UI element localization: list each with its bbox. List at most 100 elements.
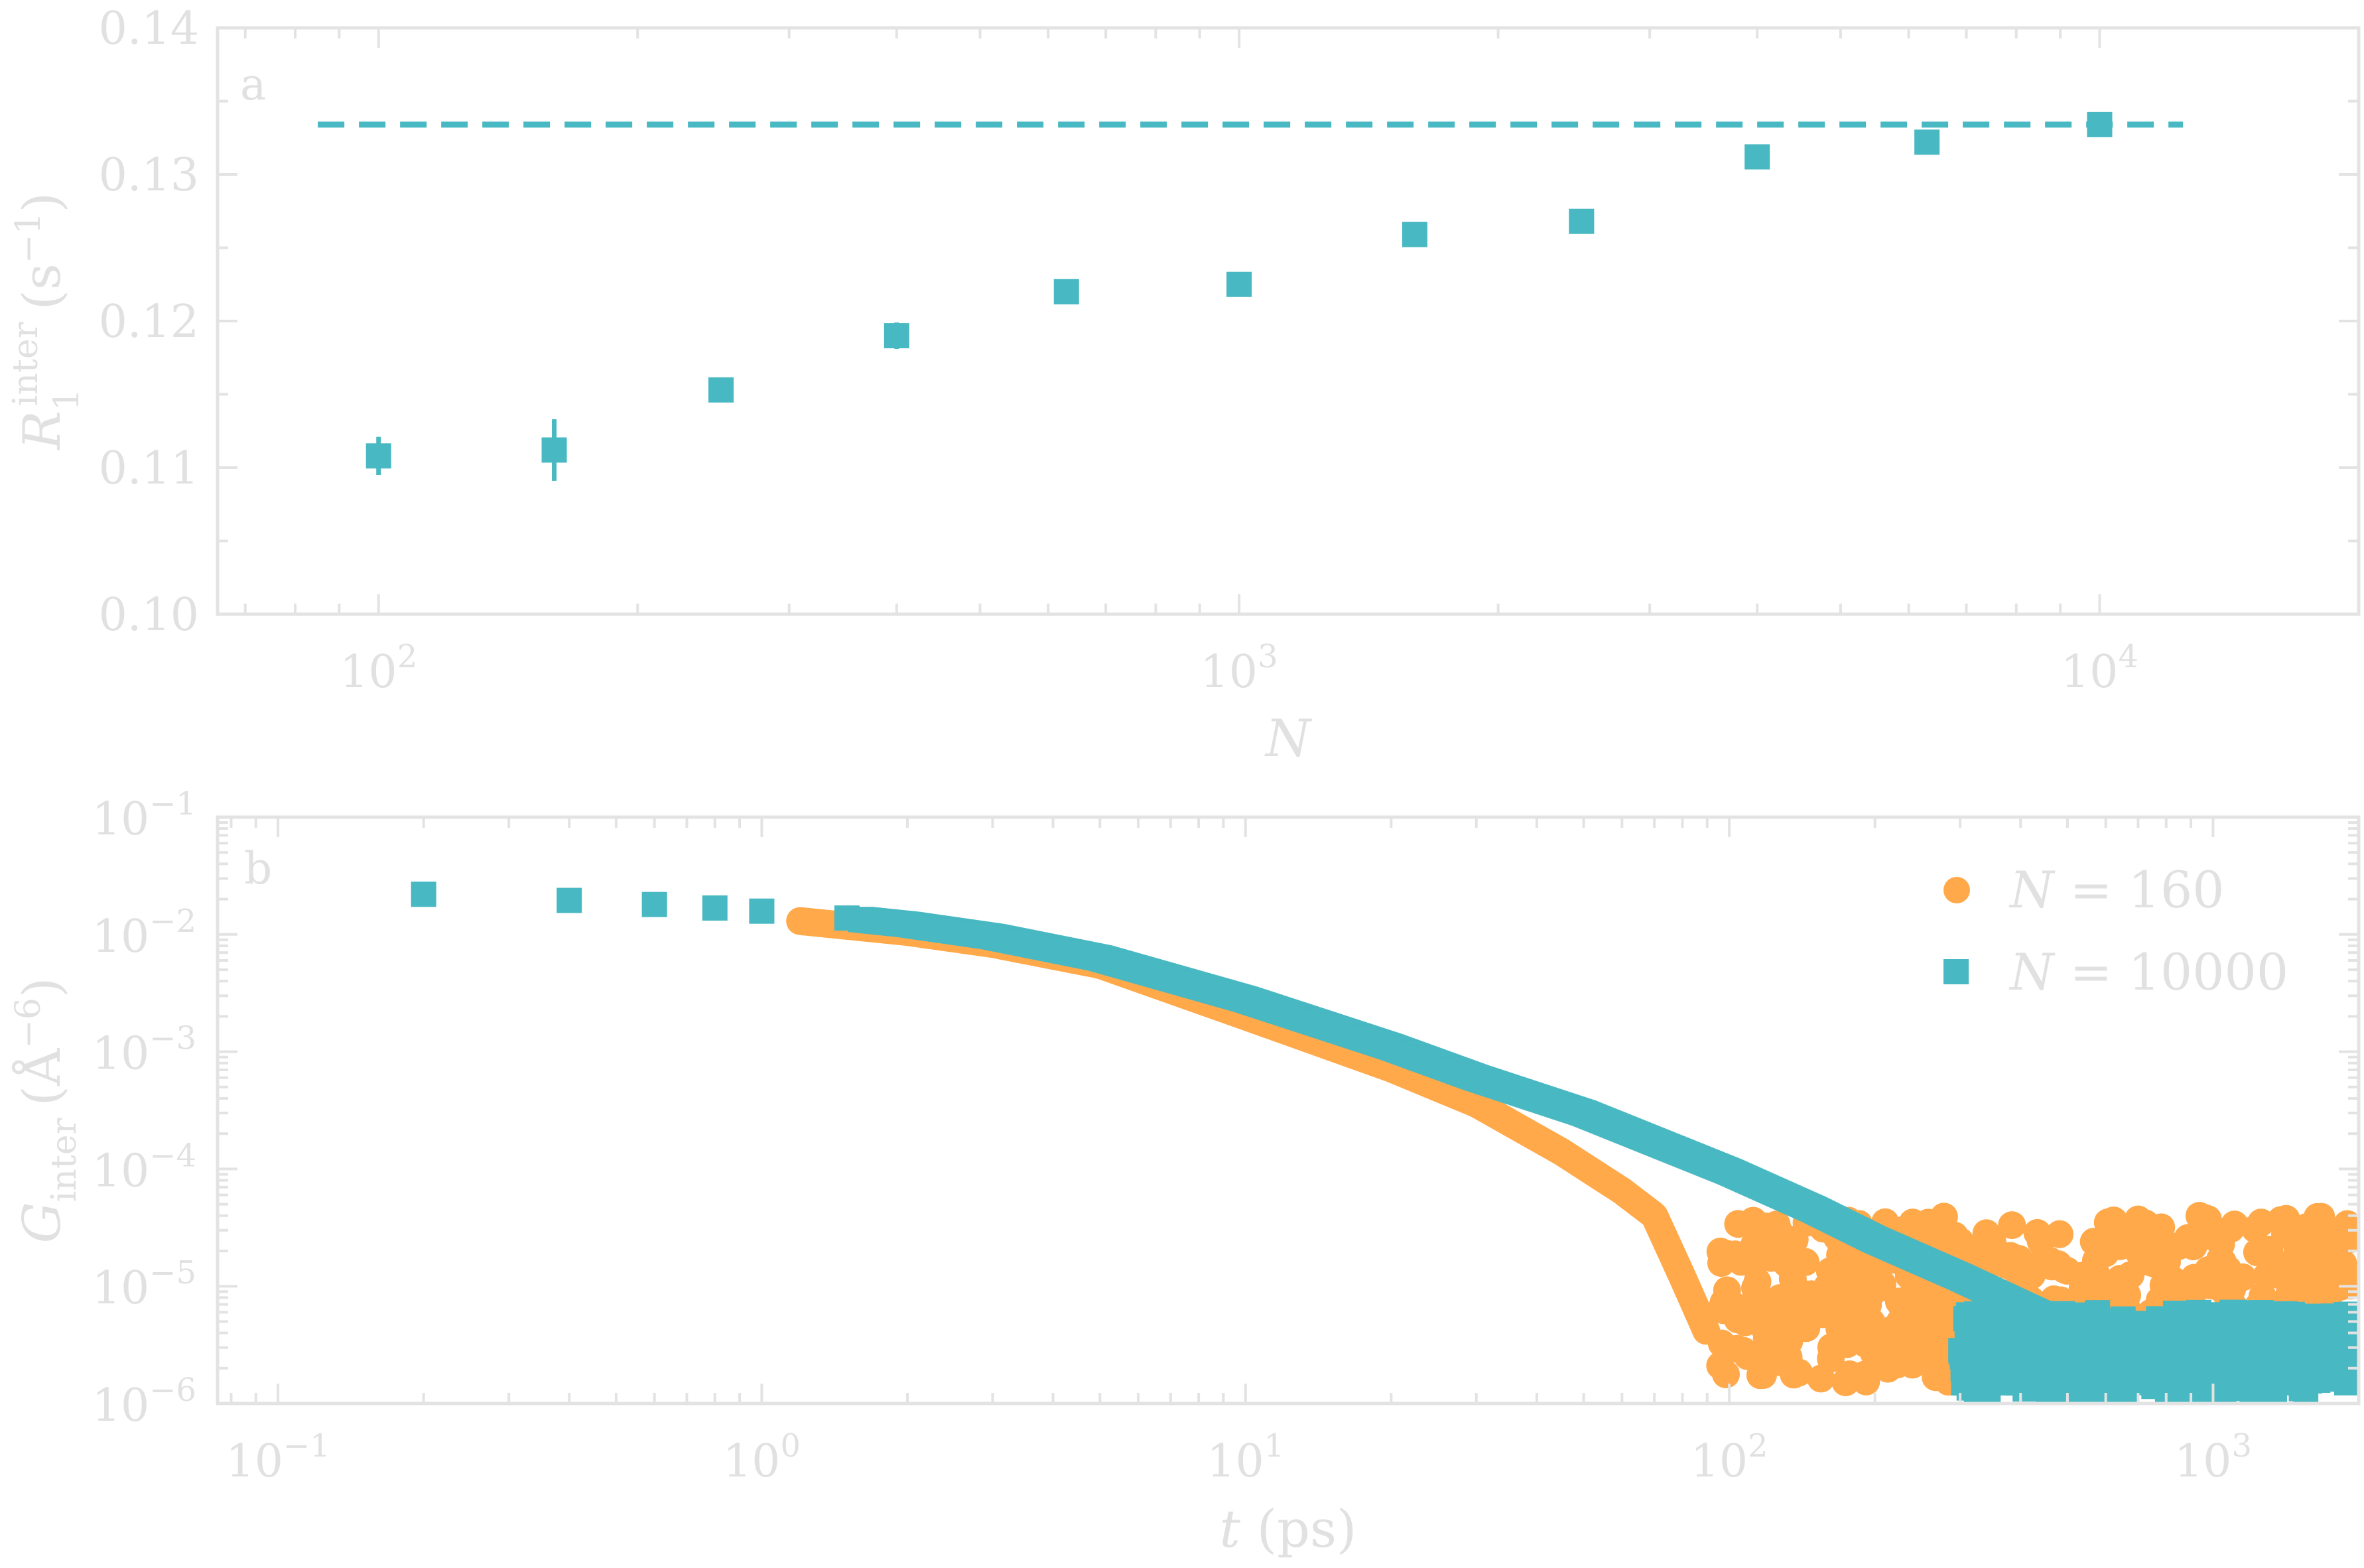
panel-b-y-tick-label: 10−3	[92, 1020, 196, 1080]
panel-a-letter: a	[240, 59, 266, 110]
panel-b-legend: N = 160 N = 10000	[1943, 860, 2288, 1002]
panel-b-point	[1784, 1302, 1812, 1331]
panel-a-point	[1402, 222, 1427, 247]
panel-b-point	[2294, 1352, 2320, 1378]
panel-b-point	[557, 887, 582, 913]
panel-b-frame	[216, 815, 2361, 1405]
panel-b-x-tick-label: 101	[1207, 1427, 1284, 1488]
panel-b-point	[2217, 1314, 2243, 1340]
panel-b-point	[2145, 1311, 2171, 1337]
panel-b-point	[2254, 1340, 2280, 1366]
panel-b-point	[2320, 1311, 2345, 1337]
panel-b-point	[641, 891, 667, 917]
panel-b-y-label-unit: (Å	[11, 1047, 72, 1106]
panel-b-point	[1953, 1363, 1979, 1389]
panel-b-point	[1724, 1210, 1752, 1238]
panel-b-point	[1985, 1240, 2014, 1269]
panel-b-point	[1875, 1317, 1904, 1345]
panel-b-letter: b	[244, 843, 272, 894]
panel-b-x-tick-label: 103	[2174, 1427, 2252, 1488]
panel-b-y-label-sub: inter	[44, 1118, 84, 1202]
panel-b-point	[2068, 1311, 2093, 1337]
panel-b-point	[1874, 1354, 1902, 1383]
panel-a-x-tick-label: 104	[2061, 638, 2138, 698]
legend-label-n160-rest: = 160	[2054, 860, 2225, 919]
panel-b-point	[2205, 1349, 2231, 1375]
panel-b-y-tick-label: 10−6	[92, 1372, 196, 1432]
panel-b-point	[2248, 1299, 2274, 1325]
panel-a-marks	[318, 111, 2184, 481]
panel-b-y-label-unit-close: )	[13, 978, 72, 998]
panel-b-point	[2284, 1325, 2310, 1350]
legend-label-n10000-symbol: N	[2008, 943, 2056, 1002]
panel-b-point	[1762, 1210, 1791, 1239]
panel-b-y-label-symbol: G	[13, 1202, 72, 1243]
panel-b: 10−1 100 101 102 103 10−1 10−2 10−3 10−4 10−5 10−6…	[9, 785, 2361, 1559]
panel-b-point	[1972, 1219, 2001, 1248]
panel-b-point	[2099, 1206, 2128, 1234]
panel-b-point	[2205, 1254, 2233, 1283]
panel-b-point	[2008, 1303, 2034, 1329]
panel-b-point	[749, 898, 775, 924]
panel-b-y-tick-label: 10−5	[92, 1254, 196, 1315]
panel-a-point	[708, 377, 734, 403]
panel-b-point	[1723, 1335, 1751, 1363]
panel-b-point	[2147, 1213, 2176, 1242]
legend-label-n10000-rest: = 10000	[2054, 943, 2289, 1002]
panel-b-point	[2128, 1350, 2154, 1376]
panel-b-y-tick-label: 10−1	[92, 785, 196, 846]
panel-b-x-tick-label: 102	[1691, 1427, 1768, 1488]
panel-b-point	[1792, 1248, 1820, 1276]
panel-a-y-label-unit: (s	[13, 263, 72, 310]
panel-b-x-label: t (ps)	[1220, 1500, 1357, 1559]
panel-a-point	[1226, 271, 1252, 297]
panel-b-point	[2030, 1374, 2056, 1400]
panel-b-point	[2037, 1319, 2063, 1345]
panel-b-point	[2307, 1203, 2335, 1231]
panel-b-point	[2207, 1230, 2235, 1258]
panel-b-point	[1983, 1299, 2008, 1325]
panel-b-point	[2017, 1261, 2046, 1289]
legend-label-n10000: N = 10000	[2008, 943, 2288, 1002]
legend-marker-n160	[1943, 877, 1970, 903]
panel-a-y-label-sup: inter	[6, 322, 46, 406]
panel-b-point	[2335, 1262, 2359, 1290]
panel-b-point	[2256, 1259, 2284, 1287]
panel-a-point	[1744, 144, 1770, 170]
panel-b-ticks: 10−1 100 101 102 103 10−1 10−2 10−3 10−4 10−5 10−6	[92, 785, 2360, 1488]
panel-a-x-tick-label: 103	[1201, 638, 1278, 698]
panel-a-y-tick-label: 0.11	[99, 442, 199, 495]
panel-a-point	[1914, 129, 1940, 155]
panel-b-x-tick-label: 10−1	[226, 1427, 330, 1488]
panel-b-point	[2110, 1306, 2136, 1332]
panel-b-point	[1884, 1287, 1913, 1316]
panel-b-point	[1743, 1268, 1772, 1296]
panel-b-point	[1725, 1244, 1753, 1272]
panel-b-series-1	[411, 882, 2359, 1404]
panel-b-point	[1930, 1203, 1958, 1231]
panel-a-point	[884, 323, 909, 349]
panel-b-point	[2279, 1246, 2308, 1275]
panel-a-point	[1569, 208, 1595, 234]
panel-b-point	[2070, 1380, 2096, 1404]
panel-b-marks	[411, 882, 2359, 1404]
panel-a-y-tick-label: 0.14	[99, 3, 199, 55]
panel-b-point	[2186, 1299, 2211, 1325]
panel-b-point	[2176, 1368, 2202, 1394]
legend-label-n160-symbol: N	[2008, 860, 2056, 919]
panel-a-y-tick-label: 0.13	[99, 149, 199, 202]
panel-b-y-label-unit-exp: −6	[9, 998, 48, 1049]
panel-b-point	[411, 882, 436, 907]
panel-a-y-label-unit-close: )	[13, 192, 72, 212]
panel-b-y-tick-label: 10−2	[92, 903, 196, 963]
panel-b-y-tick-label: 10−4	[92, 1137, 196, 1197]
panel-b-point	[1851, 1360, 1879, 1389]
panel-b-point	[702, 895, 728, 921]
panel-b-point	[2270, 1220, 2299, 1248]
panel-a-y-label-sub: 1	[47, 389, 87, 411]
panel-a-y-tick-label: 0.10	[99, 589, 199, 641]
panel-a-x-label: N	[1264, 709, 1313, 769]
panel-b-point	[1729, 1295, 1757, 1324]
panel-b-point	[1850, 1265, 1878, 1293]
